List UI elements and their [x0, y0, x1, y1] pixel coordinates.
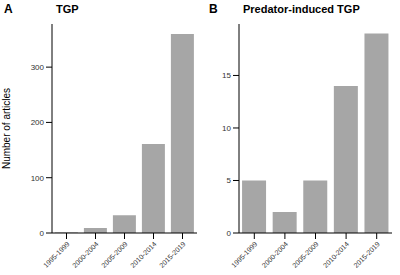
svg-text:2015-2019: 2015-2019 — [352, 240, 381, 269]
svg-text:0: 0 — [227, 229, 232, 238]
svg-text:1995-1999: 1995-1999 — [42, 240, 71, 269]
svg-text:2005-2009: 2005-2009 — [291, 240, 320, 269]
svg-text:5: 5 — [227, 176, 232, 185]
svg-text:2010-2014: 2010-2014 — [322, 240, 351, 269]
svg-text:15: 15 — [222, 71, 231, 80]
html-text:B: B — [209, 2, 218, 16]
svg-text:1995-1999: 1995-1999 — [230, 240, 259, 269]
svg-text:2010-2014: 2010-2014 — [129, 240, 158, 269]
svg-text:100: 100 — [31, 174, 45, 183]
svg-text:2000-2004: 2000-2004 — [260, 240, 289, 269]
svg-text:2000-2004: 2000-2004 — [71, 240, 100, 269]
html-text:A: A — [4, 2, 13, 16]
svg-text:2015-2019: 2015-2019 — [158, 240, 187, 269]
svg-text:0: 0 — [40, 229, 45, 238]
html-text:Predator-induced TGP: Predator-induced TGP — [243, 3, 360, 15]
svg-text:2005-2009: 2005-2009 — [100, 240, 129, 269]
svg-text:200: 200 — [31, 118, 45, 127]
svg-text:300: 300 — [31, 63, 45, 72]
svg-text:Number of articles: Number of articles — [8, 88, 12, 169]
svg-text:10: 10 — [222, 124, 231, 133]
html-text:TGP: TGP — [56, 3, 79, 15]
